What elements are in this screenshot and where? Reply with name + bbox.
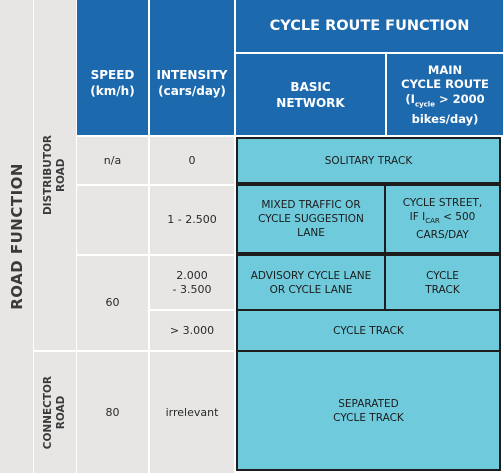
intensity-irrelevant-cell: irrelevant [150, 352, 234, 473]
separated-cycle-track-cell: SEPARATED CYCLE TRACK [236, 350, 501, 471]
road-function-label: ROAD FUNCTION [7, 163, 26, 310]
advisory-cycle-lane-cell: ADVISORY CYCLE LANE OR CYCLE LANE [236, 254, 386, 311]
main-cycle-route-header: MAIN CYCLE ROUTE (Icycle > 2000 bikes/da… [387, 54, 503, 135]
distributor-road-label: DISTRIBUTOR ROAD [42, 134, 67, 216]
cycle-track-cell: CYCLE TRACK [236, 309, 501, 352]
speed-blank-cell [77, 186, 148, 254]
basic-network-header: BASIC NETWORK [236, 54, 385, 135]
speed-80-cell: 80 [77, 352, 148, 473]
speed-na-cell: n/a [77, 137, 148, 184]
intensity-0-cell: 0 [150, 137, 234, 184]
cycle-track-small-cell: CYCLE TRACK [384, 254, 501, 311]
speed-header: SPEED (km/h) [77, 0, 148, 135]
solitary-track-cell: SOLITARY TRACK [236, 137, 501, 184]
cycle-street-cell: CYCLE STREET, IF ICAR < 500 CARS/DAY [384, 184, 501, 254]
mixed-traffic-cell: MIXED TRAFFIC OR CYCLE SUGGESTION LANE [236, 184, 386, 254]
connector-road-cell: CONNECTOR ROAD [34, 352, 76, 473]
intensity-header: INTENSITY (cars/day) [150, 0, 234, 135]
intensity-1-2500-cell: 1 - 2.500 [150, 186, 234, 254]
distributor-road-cell: DISTRIBUTOR ROAD [34, 0, 76, 350]
cycle-route-function-header: CYCLE ROUTE FUNCTION [236, 0, 503, 52]
intensity-gt-3000-cell: > 3.000 [150, 311, 234, 350]
connector-road-label: CONNECTOR ROAD [42, 375, 67, 450]
intensity-2000-3500-cell: 2.000 - 3.500 [150, 256, 234, 309]
speed-60-cell: 60 [77, 256, 148, 350]
road-function-cell: ROAD FUNCTION [0, 0, 33, 473]
